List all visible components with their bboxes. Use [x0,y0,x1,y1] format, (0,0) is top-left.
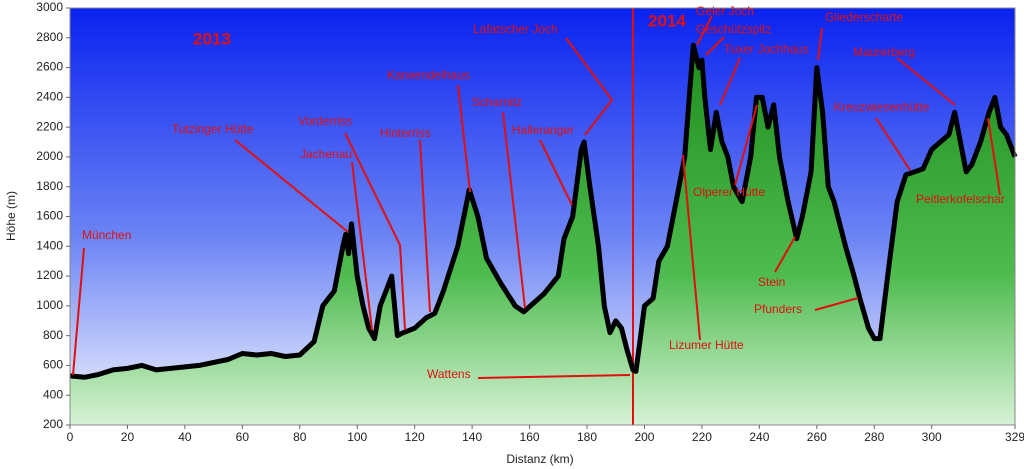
annotation-leader [344,132,406,331]
y-tick-label: 1800 [36,179,63,193]
y-axis-title: Höhe (m) [4,191,18,241]
annotation: Geschützspitz [696,22,771,36]
annotation-leader [419,139,431,313]
annotation-leader [705,36,725,56]
y-tick-label: 2600 [36,60,63,74]
x-tick-label: 300 [922,430,942,444]
annotation: Stein [758,275,785,289]
annotation-leader [565,37,614,136]
annotation-leader [234,139,349,233]
y-tick-label: 1000 [36,298,63,312]
annotation: Scharnitz [472,95,522,109]
y-tick-label: 1400 [36,238,63,252]
annotation: Karwendelhaus [387,68,470,82]
y-tick-label: 3000 [36,0,63,14]
annotation-leader [477,374,631,379]
annotation-leader [987,117,1001,196]
y-tick-label: 1200 [36,268,63,282]
x-tick-label: 20 [121,430,135,444]
x-tick-label: 140 [462,430,482,444]
annotation: Olperer Hütte [693,185,765,199]
annotation-leader [814,297,859,311]
annotation: Gliederscharte [825,10,903,24]
x-tick-label: 240 [749,430,769,444]
y-tick-label: 800 [43,328,63,342]
x-tick-label: 120 [405,430,425,444]
annotation: Lizumer Hütte [669,338,744,352]
annotation: Vorderriss [298,114,352,128]
annotation: Geier Joch [696,4,754,18]
annotation: Halleranger [512,123,574,137]
y-tick-label: 400 [43,387,63,401]
annotation-leader [696,15,713,46]
annotation-leader [774,236,796,273]
annotation: Maurerberg [853,45,915,59]
annotation-leader [502,111,526,309]
annotation-leader [351,161,373,331]
y-tick-label: 1600 [36,209,63,223]
annotation-leader [682,154,701,341]
annotation-leader [457,84,471,193]
x-tick-label: 80 [293,430,307,444]
annotation: Pfunders [754,302,802,316]
annotation: Tutzinger Hütte [172,122,254,136]
x-tick-label: 160 [520,430,540,444]
annotation: Peitlerkofelschar [916,192,1005,206]
annotation-leader [734,104,758,186]
x-tick-label: 220 [692,430,712,444]
year-label: 2013 [193,29,231,48]
x-tick-label: 60 [236,430,250,444]
annotation: Hinterriss [380,126,431,140]
annotation: Wattens [427,367,471,381]
y-tick-label: 2800 [36,30,63,44]
year-label: 2014 [648,11,686,30]
x-tick-label: 40 [178,430,192,444]
annotation: Lafatscher Joch [473,22,558,36]
profile-line [69,42,1018,380]
annotation-leader [817,27,823,61]
x-tick-label: 0 [67,430,74,444]
annotation: Jachenau [300,147,352,161]
annotation: München [82,228,131,242]
y-tick-label: 2200 [36,119,63,133]
x-tick-label: 280 [864,430,884,444]
annotation-leader [875,117,911,171]
y-tick-label: 2000 [36,149,63,163]
x-axis-title: Distanz (km) [506,452,573,466]
annotation-leader [719,57,741,106]
y-tick-label: 2400 [36,90,63,104]
x-tick-label: 100 [347,430,367,444]
annotation: Tuxer Jochhaus [724,42,809,56]
x-tick-label: 329 [1005,430,1024,444]
x-tick-label: 200 [634,430,654,444]
x-tick-label: 180 [577,430,597,444]
annotation-leader [72,247,85,376]
area-fill [70,45,1015,425]
annotation-leader [896,57,956,106]
annotation: Kreuzwiesenhütte [834,100,930,114]
annotation-leader [539,139,573,206]
y-tick-label: 200 [43,417,63,431]
y-tick-label: 600 [43,358,63,372]
x-tick-label: 260 [807,430,827,444]
